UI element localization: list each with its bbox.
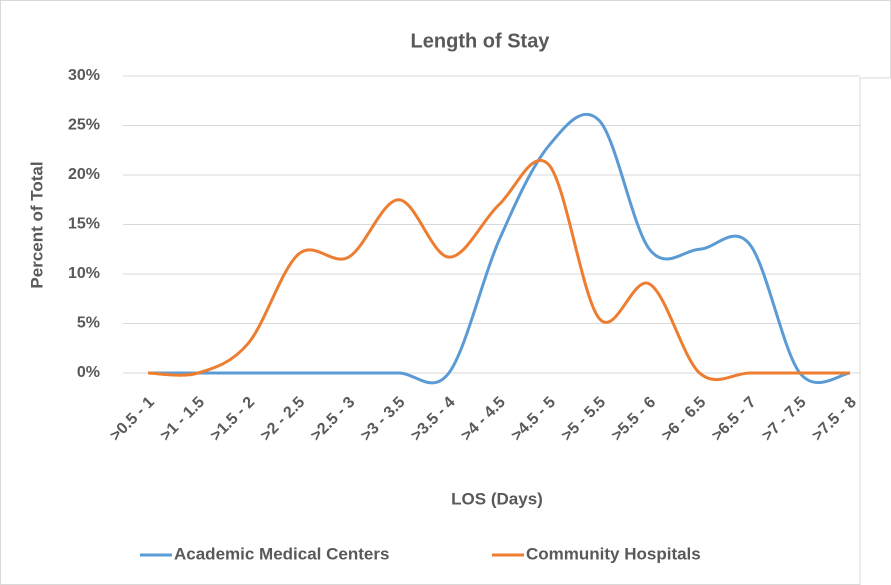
legend-label: Academic Medical Centers bbox=[174, 544, 389, 563]
y-tick-label: 0% bbox=[77, 364, 100, 381]
y-tick-label: 10% bbox=[68, 265, 100, 282]
y-tick-label: 5% bbox=[77, 315, 100, 332]
y-tick-label: 30% bbox=[68, 67, 100, 84]
y-tick-label: 15% bbox=[68, 216, 100, 233]
y-tick-label: 20% bbox=[68, 166, 100, 183]
legend-label: Community Hospitals bbox=[526, 544, 701, 563]
y-axis-label: Percent of Total bbox=[27, 161, 46, 288]
y-tick-label: 25% bbox=[68, 117, 100, 134]
x-axis-label: LOS (Days) bbox=[451, 489, 543, 508]
series-line bbox=[147, 158, 850, 382]
adjacent-panel bbox=[859, 77, 891, 585]
series-line bbox=[148, 112, 851, 385]
chart-title: Length of Stay bbox=[411, 30, 551, 52]
